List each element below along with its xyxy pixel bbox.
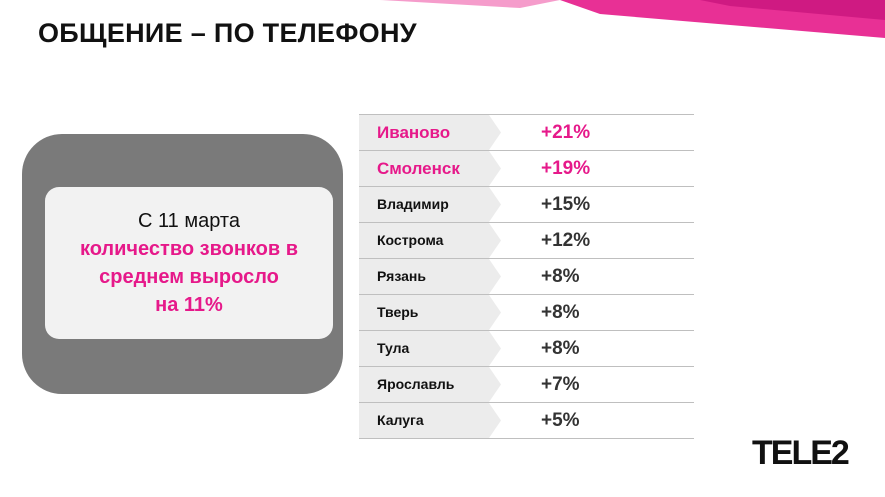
table-row: Иваново +21%: [359, 115, 694, 151]
growth-value: +15%: [541, 194, 591, 215]
city-growth-table: Иваново +21% Смоленск +19% Владимир +15%…: [359, 114, 694, 439]
city-name: Смоленск: [377, 159, 460, 178]
callout-line-4: на 11%: [155, 294, 223, 316]
city-cell-arrow: [359, 259, 501, 294]
city-name: Тверь: [377, 304, 419, 320]
callout-line-3: среднем выросло: [99, 266, 279, 288]
callout-line-2: количество звонков в: [79, 238, 299, 260]
city-name: Кострома: [377, 232, 444, 248]
city-cell-arrow: [359, 223, 501, 258]
city-cell-arrow: [359, 187, 501, 222]
growth-value: +21%: [541, 122, 591, 143]
logo-text: TELE2: [752, 434, 849, 470]
table-row: Владимир +15%: [359, 187, 694, 223]
city-cell-arrow: [359, 295, 501, 330]
table-row: Кострома +12%: [359, 223, 694, 259]
growth-value: +8%: [541, 266, 580, 287]
city-cell-arrow: [359, 115, 501, 150]
city-cell-arrow: [359, 403, 501, 438]
growth-value: +12%: [541, 230, 591, 251]
page-title: ОБЩЕНИЕ – ПО ТЕЛЕФОНУ: [38, 18, 417, 48]
growth-value: +5%: [541, 410, 580, 431]
table-row: Калуга +5%: [359, 403, 694, 439]
city-cell-arrow: [359, 367, 501, 402]
city-name: Иваново: [377, 123, 451, 142]
city-cell-arrow: [359, 331, 501, 366]
city-name: Калуга: [377, 412, 424, 428]
table-row: Рязань +8%: [359, 259, 694, 295]
city-name: Владимир: [377, 196, 449, 212]
top-accent-stripes: [380, 0, 885, 38]
table-row: Ярославль +7%: [359, 367, 694, 403]
city-name: Тула: [377, 340, 410, 356]
table-row: Смоленск +19%: [359, 151, 694, 187]
growth-value: +7%: [541, 374, 580, 395]
tele2-logo-icon: TELE2: [752, 434, 851, 470]
growth-value: +8%: [541, 338, 580, 359]
table-row: Тула +8%: [359, 331, 694, 367]
city-name: Ярославль: [377, 376, 455, 392]
table-row: Тверь +8%: [359, 295, 694, 331]
city-name: Рязань: [377, 268, 426, 284]
growth-value: +19%: [541, 158, 591, 179]
callout-card: С 11 марта количество звонков в среднем …: [45, 187, 333, 339]
growth-value: +8%: [541, 302, 580, 323]
callout-line-date: С 11 марта: [138, 210, 240, 232]
city-cell-arrow: [359, 151, 501, 186]
